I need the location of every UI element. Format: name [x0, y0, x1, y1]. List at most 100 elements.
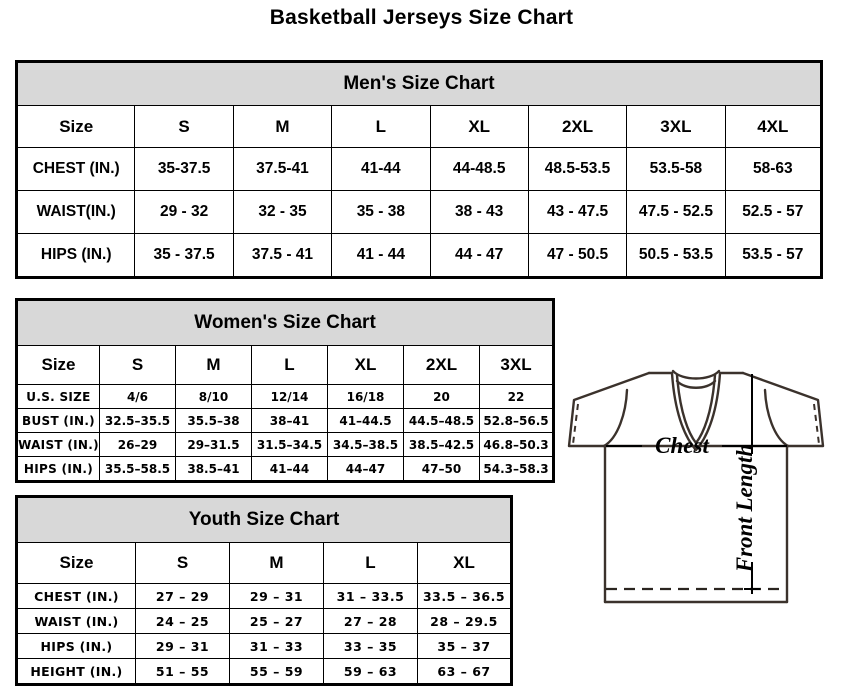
table-caption-row: Women's Size Chart: [15, 299, 555, 346]
row-label-hips: HIPS (IN.): [16, 456, 100, 482]
row-label-height: HEIGHT (IN.): [16, 658, 136, 685]
table-cell: 54.3–58.3: [478, 456, 555, 482]
column-header-2xl: 2XL: [527, 105, 628, 148]
right-cuff-stitch: [813, 403, 820, 445]
table-cell: 44-48.5: [429, 147, 529, 191]
table-cell: 35.5–58.5: [99, 456, 176, 482]
table-cell: 29 – 31: [135, 633, 230, 659]
table-cell: 24 – 25: [135, 608, 230, 634]
youth-size-chart-table: Youth Size Chart Size S M L XL CHEST (IN…: [15, 495, 514, 686]
table-row: WAIST(IN.) 29 - 32 32 - 35 35 - 38 38 - …: [15, 190, 823, 234]
table-row: HIPS (IN.) 35 - 37.5 37.5 - 41 41 - 44 4…: [15, 233, 823, 278]
table-cell: 12/14: [251, 384, 328, 409]
column-header-xl: XL: [416, 542, 513, 584]
table-cell: 53.5-58: [626, 147, 726, 191]
row-label-chest: CHEST (IN.): [16, 583, 136, 609]
table-cell: 63 – 67: [416, 658, 513, 685]
table-row: HIPS (IN.) 29 – 31 31 – 33 33 – 35 35 – …: [16, 633, 513, 659]
table-cell: 48.5-53.5: [527, 147, 628, 191]
table-cell: 31 – 33.5: [323, 583, 418, 609]
column-header-3xl: 3XL: [478, 345, 555, 385]
table-cell: 20: [403, 384, 480, 409]
table-cell: 25 – 27: [229, 608, 324, 634]
table-cell: 51 – 55: [135, 658, 230, 685]
jersey-measurement-diagram: Chest Front Length: [556, 348, 836, 648]
table-row: HIPS (IN.) 35.5–58.5 38.5–41 41–44 44–47…: [16, 456, 555, 482]
row-label-waist: WAIST (IN.): [16, 432, 100, 457]
table-caption-row: Men's Size Chart: [16, 61, 822, 106]
table-cell: 27 – 29: [135, 583, 230, 609]
column-header-m: M: [229, 542, 324, 584]
table-cell: 50.5 - 53.5: [626, 233, 726, 278]
table-cell: 38.5–41: [175, 456, 252, 482]
table-row: WAIST (IN.) 26–29 29–31.5 31.5–34.5 34.5…: [16, 432, 555, 457]
table-cell: 4/6: [99, 384, 176, 409]
table-cell: 41-44: [331, 147, 431, 191]
table-row: WAIST (IN.) 24 – 25 25 – 27 27 – 28 28 –…: [16, 608, 513, 634]
table-cell: 28 – 29.5: [416, 608, 513, 634]
womens-size-chart-table: Women's Size Chart Size S M L XL 2XL 3XL…: [15, 298, 556, 483]
table-cell: 52.5 - 57: [724, 190, 823, 234]
table-cell: 29 - 32: [134, 190, 234, 234]
row-label-hips: HIPS (IN.): [15, 233, 136, 278]
table-cell: 32 - 35: [232, 190, 333, 234]
row-label-bust: BUST (IN.): [16, 408, 100, 433]
mens-size-chart-table: Men's Size Chart Size S M L XL 2XL 3XL 4…: [15, 60, 823, 279]
table-cell: 44 - 47: [429, 233, 529, 278]
column-header-m: M: [175, 345, 252, 385]
chest-label: Chest: [655, 433, 709, 458]
table-cell: 26–29: [99, 432, 176, 457]
table-row: CHEST (IN.) 27 – 29 29 – 31 31 – 33.5 33…: [16, 583, 513, 609]
table-cell: 41 - 44: [331, 233, 431, 278]
row-label-waist: WAIST (IN.): [16, 608, 136, 634]
row-label-hips: HIPS (IN.): [16, 633, 136, 659]
table-cell: 35 – 37: [416, 633, 513, 659]
table-cell: 37.5-41: [232, 147, 333, 191]
row-label-chest: CHEST (IN.): [15, 147, 136, 191]
table-cell: 47 - 50.5: [527, 233, 628, 278]
column-header-xl: XL: [327, 345, 404, 385]
table-cell: 35 - 37.5: [134, 233, 234, 278]
left-cuff-stitch: [572, 403, 579, 445]
table-cell: 35 - 38: [331, 190, 431, 234]
womens-chart-caption: Women's Size Chart: [15, 299, 555, 346]
table-cell: 31 – 33: [229, 633, 324, 659]
table-cell: 31.5–34.5: [251, 432, 328, 457]
table-cell: 8/10: [175, 384, 252, 409]
column-header-size: Size: [16, 345, 100, 385]
row-label-waist: WAIST(IN.): [15, 190, 136, 234]
table-cell: 41–44: [251, 456, 328, 482]
table-cell: 53.5 - 57: [724, 233, 823, 278]
row-label-us-size: U.S. SIZE: [16, 384, 100, 409]
table-row: HEIGHT (IN.) 51 – 55 55 – 59 59 – 63 63 …: [16, 658, 513, 685]
table-cell: 37.5 - 41: [232, 233, 333, 278]
table-cell: 55 – 59: [229, 658, 324, 685]
column-header-xl: XL: [429, 105, 529, 148]
column-header-3xl: 3XL: [626, 105, 726, 148]
table-cell: 59 – 63: [323, 658, 418, 685]
column-header-4xl: 4XL: [724, 105, 823, 148]
table-cell: 47.5 - 52.5: [626, 190, 726, 234]
table-header-row: Size S M L XL 2XL 3XL: [16, 345, 555, 385]
front-length-label: Front Length: [732, 444, 757, 573]
table-cell: 29 – 31: [229, 583, 324, 609]
table-cell: 35.5–38: [175, 408, 252, 433]
column-header-l: L: [251, 345, 328, 385]
column-header-size: Size: [15, 105, 136, 148]
table-cell: 38.5–42.5: [403, 432, 480, 457]
table-cell: 29–31.5: [175, 432, 252, 457]
table-cell: 47–50: [403, 456, 480, 482]
table-cell: 58-63: [724, 147, 823, 191]
column-header-size: Size: [16, 542, 136, 584]
table-cell: 38 - 43: [429, 190, 529, 234]
table-row: BUST (IN.) 32.5–35.5 35.5–38 38–41 41–44…: [16, 408, 555, 433]
table-cell: 33.5 – 36.5: [416, 583, 513, 609]
column-header-2xl: 2XL: [403, 345, 480, 385]
table-cell: 44–47: [327, 456, 404, 482]
page-title: Basketball Jerseys Size Chart: [269, 6, 574, 29]
column-header-l: L: [331, 105, 431, 148]
table-cell: 32.5–35.5: [99, 408, 176, 433]
table-cell: 52.8–56.5: [478, 408, 555, 433]
mens-chart-caption: Men's Size Chart: [16, 61, 822, 106]
table-cell: 33 – 35: [323, 633, 418, 659]
